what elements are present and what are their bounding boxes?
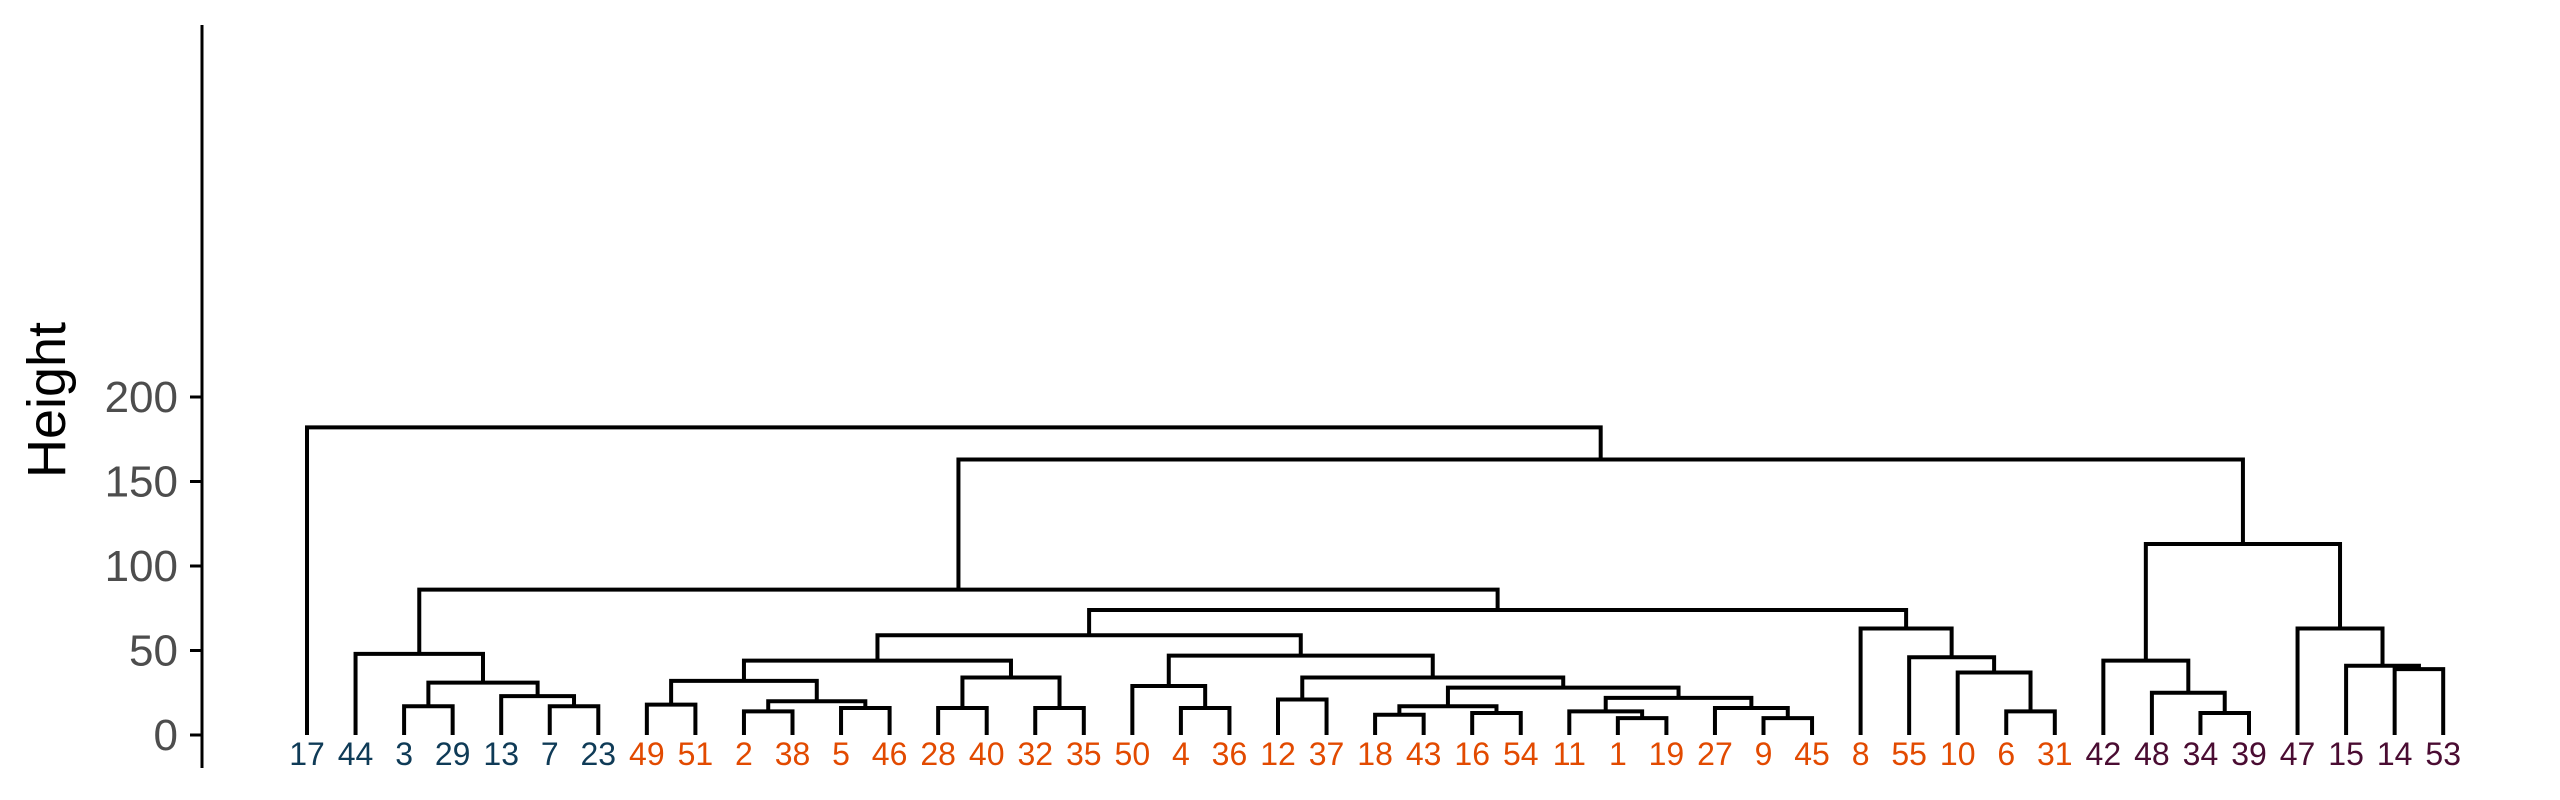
leaf-label: 5 (832, 736, 850, 772)
leaf-label: 3 (395, 736, 413, 772)
dendrogram-link (1955, 670, 2033, 735)
dendrogram-link (936, 705, 989, 735)
y-tick-label: 50 (129, 627, 178, 676)
leaf-label: 37 (1309, 736, 1345, 772)
dendrogram-link (1470, 711, 1523, 735)
leaf-label: 15 (2328, 736, 2364, 772)
dendrogram-link (1276, 697, 1329, 735)
y-axis-label: Height (17, 322, 77, 478)
dendrogram-link (402, 704, 455, 735)
leaf-labels: 17 44 3 29 13 7 23 49 51 2 38 5 46 28 40 32 35 50 4 36 12 37 1… (289, 736, 2461, 772)
leaf-label: 6 (1997, 736, 2015, 772)
dendrogram-link (353, 651, 485, 735)
dendrogram-link (839, 705, 892, 735)
leaf-label: 44 (338, 736, 374, 772)
leaf-label: 51 (678, 736, 714, 772)
dendrogram-link (2143, 542, 2343, 661)
dendrogram-link (305, 425, 1603, 735)
leaf-label: 23 (581, 736, 617, 772)
leaf-label: 39 (2231, 736, 2267, 772)
dendrogram-link (1033, 705, 1086, 735)
dendrogram-link (547, 704, 601, 735)
dendrogram-link (2004, 709, 2057, 735)
dendrogram-link (1130, 683, 1208, 735)
y-tick-label: 200 (105, 373, 178, 422)
leaf-label: 2 (735, 736, 753, 772)
leaf-label: 8 (1852, 736, 1870, 772)
dendrogram-link (1567, 709, 1645, 735)
y-tick-label: 150 (105, 458, 178, 507)
dendrogram-link (1178, 705, 1232, 735)
leaf-label: 35 (1066, 736, 1102, 772)
dendrogram-link (417, 587, 1500, 654)
leaf-label: 4 (1172, 736, 1190, 772)
leaf-label: 50 (1115, 736, 1151, 772)
dendrogram-link (741, 709, 795, 735)
leaf-label: 55 (1891, 736, 1927, 772)
leaf-label: 34 (2183, 736, 2219, 772)
leaf-label: 53 (2425, 736, 2461, 772)
leaf-label: 46 (872, 736, 908, 772)
leaf-label: 17 (289, 736, 325, 772)
dendrogram-link (499, 694, 577, 735)
leaf-label: 54 (1503, 736, 1539, 772)
leaf-label: 36 (1212, 736, 1248, 772)
dendrogram-link (1858, 626, 1954, 735)
dendrogram-link (2344, 663, 2421, 735)
dendrogram-link (2295, 626, 2385, 735)
leaf-label: 32 (1017, 736, 1053, 772)
leaf-label: 49 (629, 736, 665, 772)
leaf-label: 9 (1755, 736, 1773, 772)
dendrogram-link (1712, 705, 1790, 735)
leaf-label: 47 (2280, 736, 2316, 772)
leaf-label: 29 (435, 736, 471, 772)
leaf-label: 16 (1454, 736, 1490, 772)
leaf-label: 40 (969, 736, 1005, 772)
y-tick-label: 100 (105, 542, 178, 591)
dendrogram-link (1615, 716, 1669, 735)
dendrogram-link (1907, 655, 1997, 735)
leaf-label: 13 (483, 736, 519, 772)
dendrogram-link (2101, 658, 2191, 735)
leaf-label: 7 (541, 736, 559, 772)
dendrogram-link (1373, 712, 1426, 735)
dendrogram-branches (305, 425, 2446, 735)
leaf-label: 28 (920, 736, 956, 772)
leaf-label: 19 (1649, 736, 1685, 772)
leaf-label: 11 (1553, 736, 1586, 772)
leaf-label: 31 (2037, 736, 2073, 772)
leaf-label: 27 (1697, 736, 1733, 772)
leaf-label: 42 (2086, 736, 2122, 772)
dendrogram-link (956, 457, 2245, 590)
leaf-label: 10 (1940, 736, 1976, 772)
leaf-label: 45 (1794, 736, 1830, 772)
dendrogram-link (1087, 607, 1909, 636)
dendrogram-link (960, 675, 1062, 708)
leaf-label: 43 (1406, 736, 1442, 772)
dendrogram-link (2392, 667, 2446, 735)
y-axis-ticks: 0 50 100 150 200 (105, 373, 202, 760)
leaf-label: 12 (1260, 736, 1296, 772)
leaf-label: 18 (1357, 736, 1393, 772)
y-tick-label: 0 (154, 711, 178, 760)
leaf-label: 1 (1609, 736, 1627, 772)
leaf-label: 38 (775, 736, 811, 772)
dendrogram-link (1761, 716, 1815, 735)
dendrogram-link (2198, 711, 2251, 735)
dendrogram-link (644, 702, 698, 735)
leaf-label: 48 (2134, 736, 2170, 772)
leaf-label: 14 (2377, 736, 2413, 772)
